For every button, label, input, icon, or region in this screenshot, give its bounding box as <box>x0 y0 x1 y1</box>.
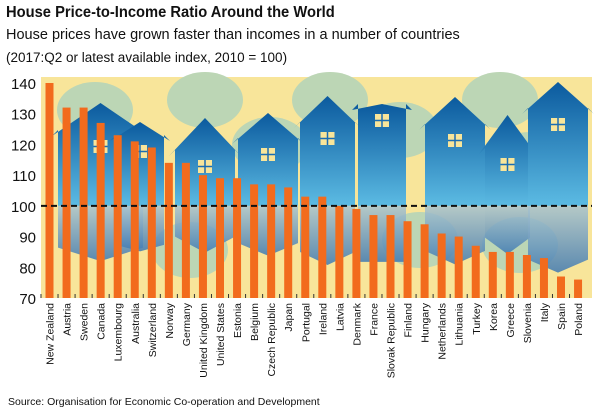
x-tick-label: Poland <box>573 303 585 336</box>
x-tick-label: Germany <box>181 302 193 346</box>
bar-estonia <box>233 178 242 298</box>
y-tick-label: 140 <box>11 76 36 93</box>
chart-title: House Price-to-Income Ratio Around the W… <box>6 4 335 21</box>
bar-lithuania <box>454 236 463 298</box>
bar-france <box>369 215 378 298</box>
bar-germany <box>181 162 190 298</box>
x-tick-label: Denmark <box>351 302 363 345</box>
x-tick-label: France <box>368 303 380 336</box>
bar-spain <box>557 276 565 298</box>
bar-denmark <box>352 208 361 298</box>
x-tick-label: Portugal <box>300 303 312 342</box>
bar-united-states <box>216 178 224 298</box>
y-tick-label: 100 <box>11 199 36 216</box>
x-tick-label: Latvia <box>334 303 346 331</box>
bar-korea <box>488 251 497 298</box>
x-tick-label: Australia <box>130 303 142 344</box>
bar-turkey <box>471 245 480 298</box>
x-tick-label: Lithuania <box>454 303 466 346</box>
x-tick-label: Greece <box>505 303 517 338</box>
house-icon <box>479 115 536 255</box>
source-note: Source: Organisation for Economic Co-ope… <box>8 396 320 408</box>
x-tick-label: Ireland <box>317 303 329 335</box>
x-tick-label: Italy <box>539 302 551 322</box>
x-tick-label: Korea <box>488 303 500 331</box>
bar-japan <box>284 187 293 298</box>
x-tick-label: Canada <box>96 303 108 340</box>
bar-slovenia <box>522 255 531 298</box>
bar-austria <box>62 107 71 298</box>
bar-netherlands <box>437 233 446 298</box>
bar-australia <box>130 141 139 298</box>
house-icon <box>419 97 491 265</box>
x-tick-label: United States <box>215 303 227 366</box>
bar-hungary <box>420 224 429 298</box>
house-icon <box>352 104 412 262</box>
x-tick-label: United Kingdom <box>198 303 210 378</box>
x-tick-label: Netherlands <box>437 303 449 360</box>
y-tick-label: 70 <box>19 291 36 308</box>
x-tick-label: Slovenia <box>522 303 534 343</box>
y-tick-label: 90 <box>19 230 36 247</box>
bar-switzerland <box>147 147 156 298</box>
x-tick-label: Norway <box>164 302 176 338</box>
y-tick-label: 110 <box>12 168 36 185</box>
y-tick-label: 130 <box>11 107 36 124</box>
y-tick-label: 120 <box>11 137 36 154</box>
bar-portugal <box>301 196 310 298</box>
tree-icon <box>462 72 538 128</box>
bar-poland <box>574 279 583 298</box>
chart-subtitle: House prices have grown faster than inco… <box>6 27 460 43</box>
x-tick-label: Hungary <box>420 302 432 342</box>
x-tick-label: Switzerland <box>147 303 159 357</box>
house-icon <box>522 82 594 273</box>
bar-greece <box>505 251 514 298</box>
bar-new-zealand <box>45 83 54 298</box>
x-tick-label: Czech Republic <box>266 303 278 377</box>
x-tick-label: New Zealand <box>45 303 57 365</box>
x-tick-label: Spain <box>556 303 568 330</box>
tree-icon <box>167 72 243 128</box>
y-tick-label: 80 <box>19 260 36 277</box>
x-tick-label: Austria <box>62 303 74 336</box>
bar-latvia <box>335 205 344 298</box>
x-tick-label: Finland <box>403 303 415 338</box>
bar-czech-republic <box>267 184 276 298</box>
bar-belgium <box>250 184 259 298</box>
bar-ireland <box>318 196 327 298</box>
bar-slovak-republic <box>386 215 395 298</box>
x-tick-label: Belgium <box>249 303 261 341</box>
x-tick-label: Estonia <box>232 303 244 338</box>
x-tick-label: Sweden <box>79 303 91 341</box>
x-tick-label: Japan <box>283 303 295 332</box>
bar-canada <box>96 122 105 298</box>
bar-luxembourg <box>113 135 122 298</box>
x-tick-label: Turkey <box>471 302 483 334</box>
bar-sweden <box>79 107 88 298</box>
x-tick-label: Slovak Republic <box>386 303 398 378</box>
bar-united-kingdom <box>198 175 207 298</box>
bar-norway <box>164 162 173 298</box>
bar-italy <box>539 258 548 298</box>
chart-note: (2017:Q2 or latest available index, 2010… <box>6 50 288 65</box>
x-tick-label: Luxembourg <box>113 303 125 362</box>
bar-finland <box>403 221 412 298</box>
